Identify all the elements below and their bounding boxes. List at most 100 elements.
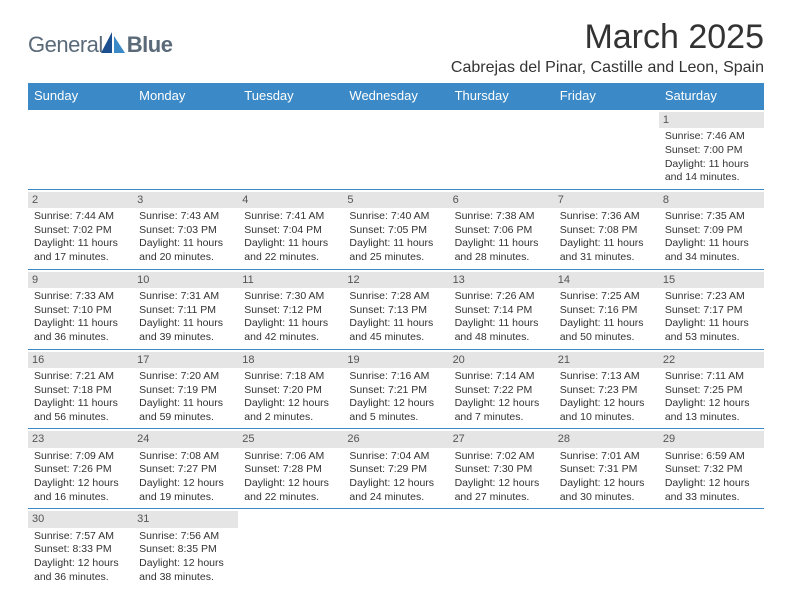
sunset-text: Sunset: 8:35 PM bbox=[139, 543, 232, 557]
day-number: 14 bbox=[554, 272, 659, 288]
calendar-cell: 27Sunrise: 7:02 AMSunset: 7:30 PMDayligh… bbox=[449, 429, 554, 509]
daylight-text: Daylight: 12 hours and 22 minutes. bbox=[244, 477, 337, 504]
col-friday: Friday bbox=[554, 83, 659, 109]
day-number: 6 bbox=[449, 192, 554, 208]
logo-sail-icon bbox=[101, 32, 127, 54]
sunrise-text: Sunrise: 7:23 AM bbox=[665, 290, 758, 304]
sunset-text: Sunset: 7:08 PM bbox=[560, 224, 653, 238]
daylight-text: Daylight: 11 hours and 39 minutes. bbox=[139, 317, 232, 344]
calendar-header-row: Sunday Monday Tuesday Wednesday Thursday… bbox=[28, 83, 764, 109]
calendar-week-row: 30Sunrise: 7:57 AMSunset: 8:33 PMDayligh… bbox=[28, 509, 764, 588]
calendar-cell: 24Sunrise: 7:08 AMSunset: 7:27 PMDayligh… bbox=[133, 429, 238, 509]
sunrise-text: Sunrise: 7:41 AM bbox=[244, 210, 337, 224]
calendar-cell: 18Sunrise: 7:18 AMSunset: 7:20 PMDayligh… bbox=[238, 349, 343, 429]
sunrise-text: Sunrise: 7:16 AM bbox=[349, 370, 442, 384]
col-saturday: Saturday bbox=[659, 83, 764, 109]
sunrise-text: Sunrise: 7:02 AM bbox=[455, 450, 548, 464]
day-number: 2 bbox=[28, 192, 133, 208]
day-number: 8 bbox=[659, 192, 764, 208]
daylight-text: Daylight: 12 hours and 36 minutes. bbox=[34, 557, 127, 584]
sunrise-text: Sunrise: 7:11 AM bbox=[665, 370, 758, 384]
sunrise-text: Sunrise: 7:04 AM bbox=[349, 450, 442, 464]
day-number: 20 bbox=[449, 352, 554, 368]
sunrise-text: Sunrise: 7:35 AM bbox=[665, 210, 758, 224]
sunset-text: Sunset: 7:30 PM bbox=[455, 463, 548, 477]
calendar-cell: 17Sunrise: 7:20 AMSunset: 7:19 PMDayligh… bbox=[133, 349, 238, 429]
logo-text-1: General bbox=[28, 32, 103, 58]
sunrise-text: Sunrise: 7:40 AM bbox=[349, 210, 442, 224]
day-number: 24 bbox=[133, 431, 238, 447]
sunset-text: Sunset: 7:09 PM bbox=[665, 224, 758, 238]
logo: General Blue bbox=[28, 18, 172, 58]
sunrise-text: Sunrise: 7:43 AM bbox=[139, 210, 232, 224]
daylight-text: Daylight: 11 hours and 34 minutes. bbox=[665, 237, 758, 264]
sunset-text: Sunset: 7:12 PM bbox=[244, 304, 337, 318]
calendar-cell: 19Sunrise: 7:16 AMSunset: 7:21 PMDayligh… bbox=[343, 349, 448, 429]
daylight-text: Daylight: 12 hours and 13 minutes. bbox=[665, 397, 758, 424]
calendar-cell: 7Sunrise: 7:36 AMSunset: 7:08 PMDaylight… bbox=[554, 189, 659, 269]
calendar-cell bbox=[449, 509, 554, 588]
calendar-cell bbox=[28, 109, 133, 189]
sunrise-text: Sunrise: 7:36 AM bbox=[560, 210, 653, 224]
calendar-cell: 31Sunrise: 7:56 AMSunset: 8:35 PMDayligh… bbox=[133, 509, 238, 588]
sunrise-text: Sunrise: 7:33 AM bbox=[34, 290, 127, 304]
calendar-cell: 15Sunrise: 7:23 AMSunset: 7:17 PMDayligh… bbox=[659, 269, 764, 349]
sunrise-text: Sunrise: 7:25 AM bbox=[560, 290, 653, 304]
sunset-text: Sunset: 7:28 PM bbox=[244, 463, 337, 477]
daylight-text: Daylight: 11 hours and 53 minutes. bbox=[665, 317, 758, 344]
sunrise-text: Sunrise: 7:09 AM bbox=[34, 450, 127, 464]
calendar-cell: 23Sunrise: 7:09 AMSunset: 7:26 PMDayligh… bbox=[28, 429, 133, 509]
calendar-cell bbox=[659, 509, 764, 588]
calendar-cell: 10Sunrise: 7:31 AMSunset: 7:11 PMDayligh… bbox=[133, 269, 238, 349]
sunset-text: Sunset: 7:31 PM bbox=[560, 463, 653, 477]
calendar-week-row: 23Sunrise: 7:09 AMSunset: 7:26 PMDayligh… bbox=[28, 429, 764, 509]
calendar-cell: 22Sunrise: 7:11 AMSunset: 7:25 PMDayligh… bbox=[659, 349, 764, 429]
calendar-week-row: 9Sunrise: 7:33 AMSunset: 7:10 PMDaylight… bbox=[28, 269, 764, 349]
col-thursday: Thursday bbox=[449, 83, 554, 109]
sunset-text: Sunset: 7:17 PM bbox=[665, 304, 758, 318]
calendar-cell: 3Sunrise: 7:43 AMSunset: 7:03 PMDaylight… bbox=[133, 189, 238, 269]
day-number: 21 bbox=[554, 352, 659, 368]
daylight-text: Daylight: 12 hours and 33 minutes. bbox=[665, 477, 758, 504]
sunrise-text: Sunrise: 7:31 AM bbox=[139, 290, 232, 304]
sunset-text: Sunset: 8:33 PM bbox=[34, 543, 127, 557]
day-number: 19 bbox=[343, 352, 448, 368]
calendar-cell bbox=[343, 509, 448, 588]
sunset-text: Sunset: 7:22 PM bbox=[455, 384, 548, 398]
daylight-text: Daylight: 12 hours and 16 minutes. bbox=[34, 477, 127, 504]
calendar-cell: 9Sunrise: 7:33 AMSunset: 7:10 PMDaylight… bbox=[28, 269, 133, 349]
sunset-text: Sunset: 7:05 PM bbox=[349, 224, 442, 238]
sunset-text: Sunset: 7:06 PM bbox=[455, 224, 548, 238]
daylight-text: Daylight: 12 hours and 7 minutes. bbox=[455, 397, 548, 424]
page-header: General Blue March 2025 Cabrejas del Pin… bbox=[28, 18, 764, 77]
daylight-text: Daylight: 11 hours and 50 minutes. bbox=[560, 317, 653, 344]
daylight-text: Daylight: 12 hours and 19 minutes. bbox=[139, 477, 232, 504]
calendar-cell: 12Sunrise: 7:28 AMSunset: 7:13 PMDayligh… bbox=[343, 269, 448, 349]
calendar-cell bbox=[554, 509, 659, 588]
calendar-cell: 28 Sunrise: 7:01 AMSunset: 7:31 PMDayligh… bbox=[554, 429, 659, 509]
day-number: 12 bbox=[343, 272, 448, 288]
calendar-week-row: 16Sunrise: 7:21 AMSunset: 7:18 PMDayligh… bbox=[28, 349, 764, 429]
sunrise-text: Sunrise: 7:21 AM bbox=[34, 370, 127, 384]
day-number: 13 bbox=[449, 272, 554, 288]
day-number: 31 bbox=[133, 511, 238, 527]
daylight-text: Daylight: 12 hours and 30 minutes. bbox=[560, 477, 653, 504]
page-subtitle: Cabrejas del Pinar, Castille and Leon, S… bbox=[451, 59, 764, 77]
col-wednesday: Wednesday bbox=[343, 83, 448, 109]
sunrise-text: Sunrise: 7:01 AM bbox=[560, 450, 653, 464]
day-number: 28 bbox=[554, 431, 659, 447]
calendar-cell bbox=[449, 109, 554, 189]
calendar-cell bbox=[238, 509, 343, 588]
daylight-text: Daylight: 11 hours and 42 minutes. bbox=[244, 317, 337, 344]
sunrise-text: Sunrise: 7:08 AM bbox=[139, 450, 232, 464]
calendar-cell: 30Sunrise: 7:57 AMSunset: 8:33 PMDayligh… bbox=[28, 509, 133, 588]
day-number: 23 bbox=[28, 431, 133, 447]
sunrise-text: Sunrise: 7:46 AM bbox=[665, 130, 758, 144]
daylight-text: Daylight: 12 hours and 38 minutes. bbox=[139, 557, 232, 584]
calendar-cell: 29Sunrise: 6:59 AMSunset: 7:32 PMDayligh… bbox=[659, 429, 764, 509]
sunrise-text: Sunrise: 7:06 AM bbox=[244, 450, 337, 464]
day-number: 7 bbox=[554, 192, 659, 208]
sunset-text: Sunset: 7:16 PM bbox=[560, 304, 653, 318]
day-number: 17 bbox=[133, 352, 238, 368]
sunrise-text: Sunrise: 6:59 AM bbox=[665, 450, 758, 464]
